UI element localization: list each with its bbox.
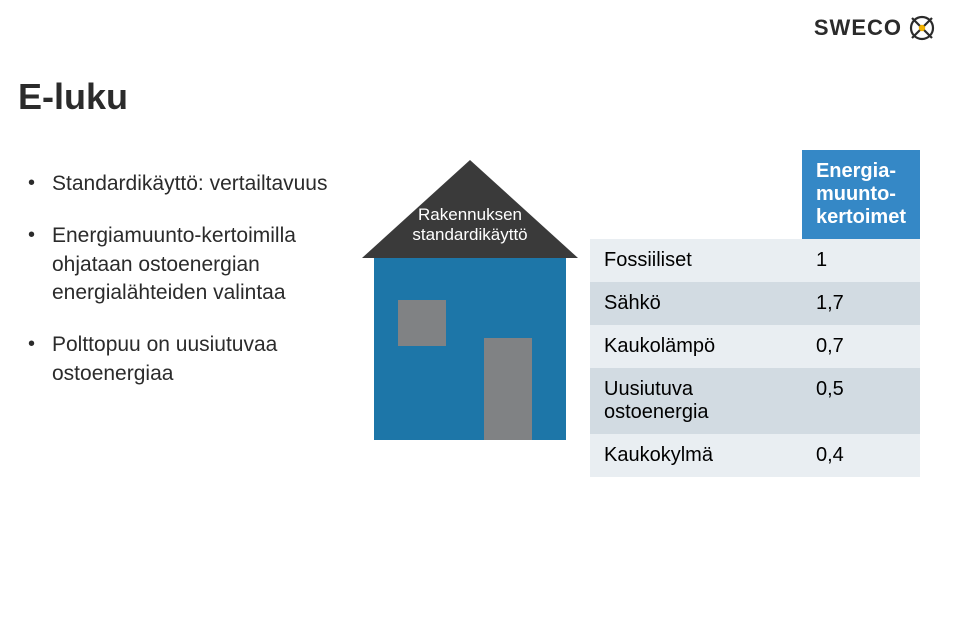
logo-text: SWECO <box>814 15 902 41</box>
table-row: Sähkö 1,7 <box>590 282 920 325</box>
table-cell-label: Kaukokylmä <box>590 434 802 477</box>
bullet-list: Standardikäyttö: vertailtavuus Energiamu… <box>52 170 332 412</box>
table-cell-value: 0,5 <box>802 368 920 434</box>
bullet-item: Polttopuu on uusiutuvaa ostoenergiaa <box>52 331 332 388</box>
house-graphic: Rakennuksen standardikäyttö <box>360 160 580 440</box>
table-cell-label: Kaukolämpö <box>590 325 802 368</box>
table-header-spacer <box>590 150 802 239</box>
table-cell-label: Sähkö <box>590 282 802 325</box>
table-cell-value: 1,7 <box>802 282 920 325</box>
house-window <box>398 300 446 346</box>
page-title: E-luku <box>18 76 128 118</box>
bullet-item: Standardikäyttö: vertailtavuus <box>52 170 332 198</box>
table-cell-value: 1 <box>802 239 920 282</box>
roof-label-line1: Rakennuksen <box>418 205 522 224</box>
table-header-cell: Energia-muunto-kertoimet <box>802 150 920 239</box>
table-row: Uusiutuva ostoenergia 0,5 <box>590 368 920 434</box>
table-row: Kaukolämpö 0,7 <box>590 325 920 368</box>
table-cell-value: 0,4 <box>802 434 920 477</box>
house-wall <box>374 258 566 440</box>
table-row: Fossiiliset 1 <box>590 239 920 282</box>
table-cell-label: Fossiiliset <box>590 239 802 282</box>
coefficients-table: Energia-muunto-kertoimet Fossiiliset 1 S… <box>590 150 920 477</box>
table-cell-label: Uusiutuva ostoenergia <box>590 368 802 434</box>
bullet-item: Energiamuunto-kertoimilla ohjataan ostoe… <box>52 222 332 307</box>
house-door <box>484 338 532 440</box>
logo-icon <box>908 14 936 42</box>
table-cell-value: 0,7 <box>802 325 920 368</box>
table-row: Kaukokylmä 0,4 <box>590 434 920 477</box>
logo: SWECO <box>814 14 936 42</box>
roof-label-line2: standardikäyttö <box>412 225 527 244</box>
table-header-row: Energia-muunto-kertoimet <box>590 150 920 239</box>
